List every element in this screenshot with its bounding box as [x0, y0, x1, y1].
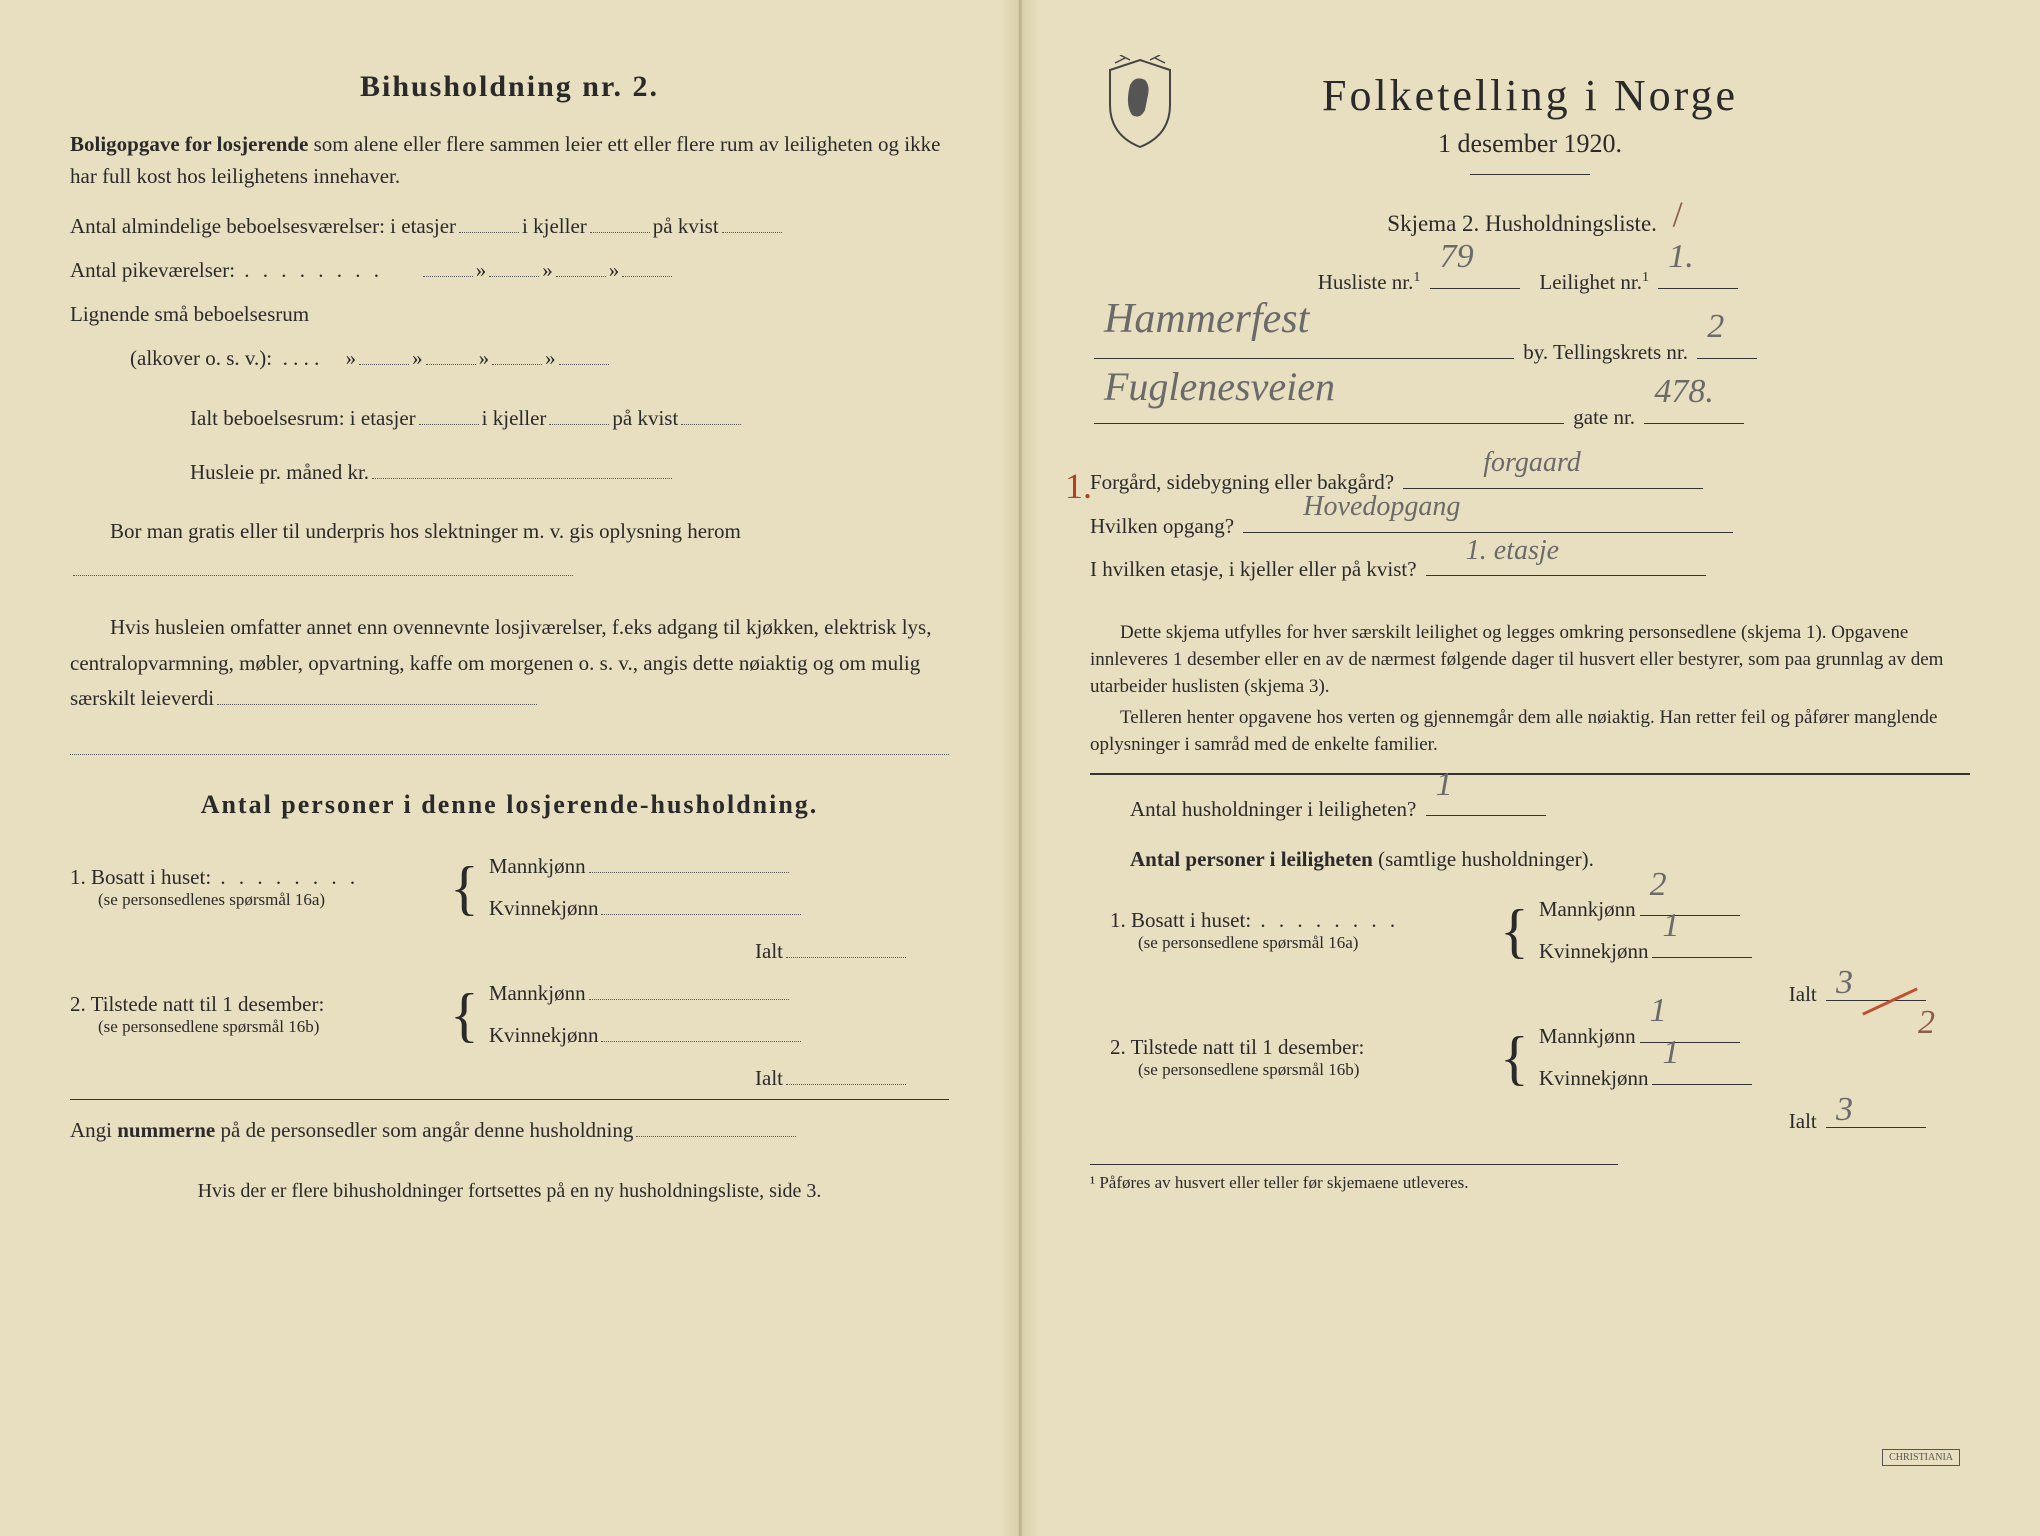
instructions2: Telleren henter opgavene hos verten og g… [1090, 705, 1970, 758]
angi-line: Angi nummerne på de personsedler som ang… [70, 1115, 949, 1147]
main-title: Folketelling i Norge [1090, 70, 1970, 121]
group1: 1. Bosatt i huset: (se personsedlenes sp… [70, 845, 949, 931]
total-rooms-line: Ialt beboelsesrum: i etasjeri kjellerpå … [190, 399, 949, 439]
r-ialt2: Ialt 3 [1090, 1109, 1970, 1134]
footnote: ¹ Påføres av husvert eller teller før sk… [1090, 1164, 1618, 1193]
right-page: Folketelling i Norge 1 desember 1920. Sk… [1020, 0, 2040, 1536]
note-line: Hvis husleien omfatter annet enn ovennev… [70, 610, 949, 717]
rent-line: Husleie pr. måned kr. [190, 453, 949, 493]
coat-of-arms-icon [1100, 55, 1180, 150]
item2-label: 2. Tilstede natt til 1 desember: [70, 992, 440, 1017]
brace-icon: { [1500, 907, 1529, 955]
title-divider [1470, 174, 1590, 175]
brace-icon: { [450, 991, 479, 1039]
r-ialt1: Ialt 3 2 [1090, 982, 1970, 1007]
similar-line1: Lignende små beboelsesrum [70, 295, 949, 335]
etasje-line: I hvilken etasje, i kjeller eller på kvi… [1090, 550, 1970, 590]
item1-sub: (se personsedlenes spørsmål 16a) [98, 890, 440, 910]
r-item1-label: 1. Bosatt i huset: [1110, 908, 1490, 933]
ialt2: Ialt [70, 1066, 949, 1091]
item2-sub: (se personsedlene spørsmål 16b) [98, 1017, 440, 1037]
group2: 2. Tilstede natt til 1 desember: (se per… [70, 972, 949, 1058]
free-line: Bor man gratis eller til underpris hos s… [70, 513, 949, 589]
skjema-line: Skjema 2. Husholdningsliste. / [1090, 198, 1970, 240]
blank-continuation [70, 732, 949, 755]
maid-line: Antal pikeværelser: »»» [70, 251, 949, 291]
r-group2: 2. Tilstede natt til 1 desember: (se per… [1090, 1015, 1970, 1101]
section-divider [1090, 773, 1970, 775]
item1-label: 1. Bosatt i huset: [70, 865, 440, 890]
hush-line: Antal husholdninger i leiligheten? 1 [1130, 790, 1970, 830]
left-footer: Hvis der er flere bihusholdninger fortse… [70, 1176, 949, 1206]
one-marker: 1. [1065, 465, 1092, 507]
brace-icon: { [450, 864, 479, 912]
brace-icon: { [1500, 1034, 1529, 1082]
intro-bold: Boligopgave for losjerende [70, 132, 308, 156]
printer-stamp: CHRISTIANIA [1882, 1449, 1960, 1466]
ialt1: Ialt [70, 939, 949, 964]
census-document: Bihusholdning nr. 2. Boligopgave for los… [0, 0, 2040, 1536]
instructions: Dette skjema utfylles for hver særskilt … [1090, 620, 1970, 700]
r-item2-label: 2. Tilstede natt til 1 desember: [1110, 1035, 1490, 1060]
intro-text: Boligopgave for losjerende som alene ell… [70, 129, 949, 192]
rooms-line: Antal almindelige beboelsesværelser: i e… [70, 207, 949, 247]
correction-val: 2 [1100, 1004, 1935, 1009]
divider [70, 1099, 949, 1100]
section2-title: Antal personer i denne losjerende-hushol… [70, 790, 949, 820]
r-group1: 1. Bosatt i huset: (se personsedlene spø… [1090, 888, 1970, 974]
left-page: Bihusholdning nr. 2. Boligopgave for los… [0, 0, 1020, 1536]
similar-line2: (alkover o. s. v.): . . . . »»»» [130, 339, 949, 379]
forgard-line: Forgård, sidebygning eller bakgård? forg… [1090, 463, 1970, 503]
r-item1-sub: (se personsedlene spørsmål 16a) [1138, 933, 1490, 953]
gate-line: Fuglenesveien gate nr. 478. [1090, 398, 1970, 438]
pers-title: Antal personer i leiligheten (samtlige h… [1130, 840, 1970, 880]
date: 1 desember 1920. [1090, 129, 1970, 159]
r-item2-sub: (se personsedlene spørsmål 16b) [1138, 1060, 1490, 1080]
left-title: Bihusholdning nr. 2. [70, 70, 949, 104]
